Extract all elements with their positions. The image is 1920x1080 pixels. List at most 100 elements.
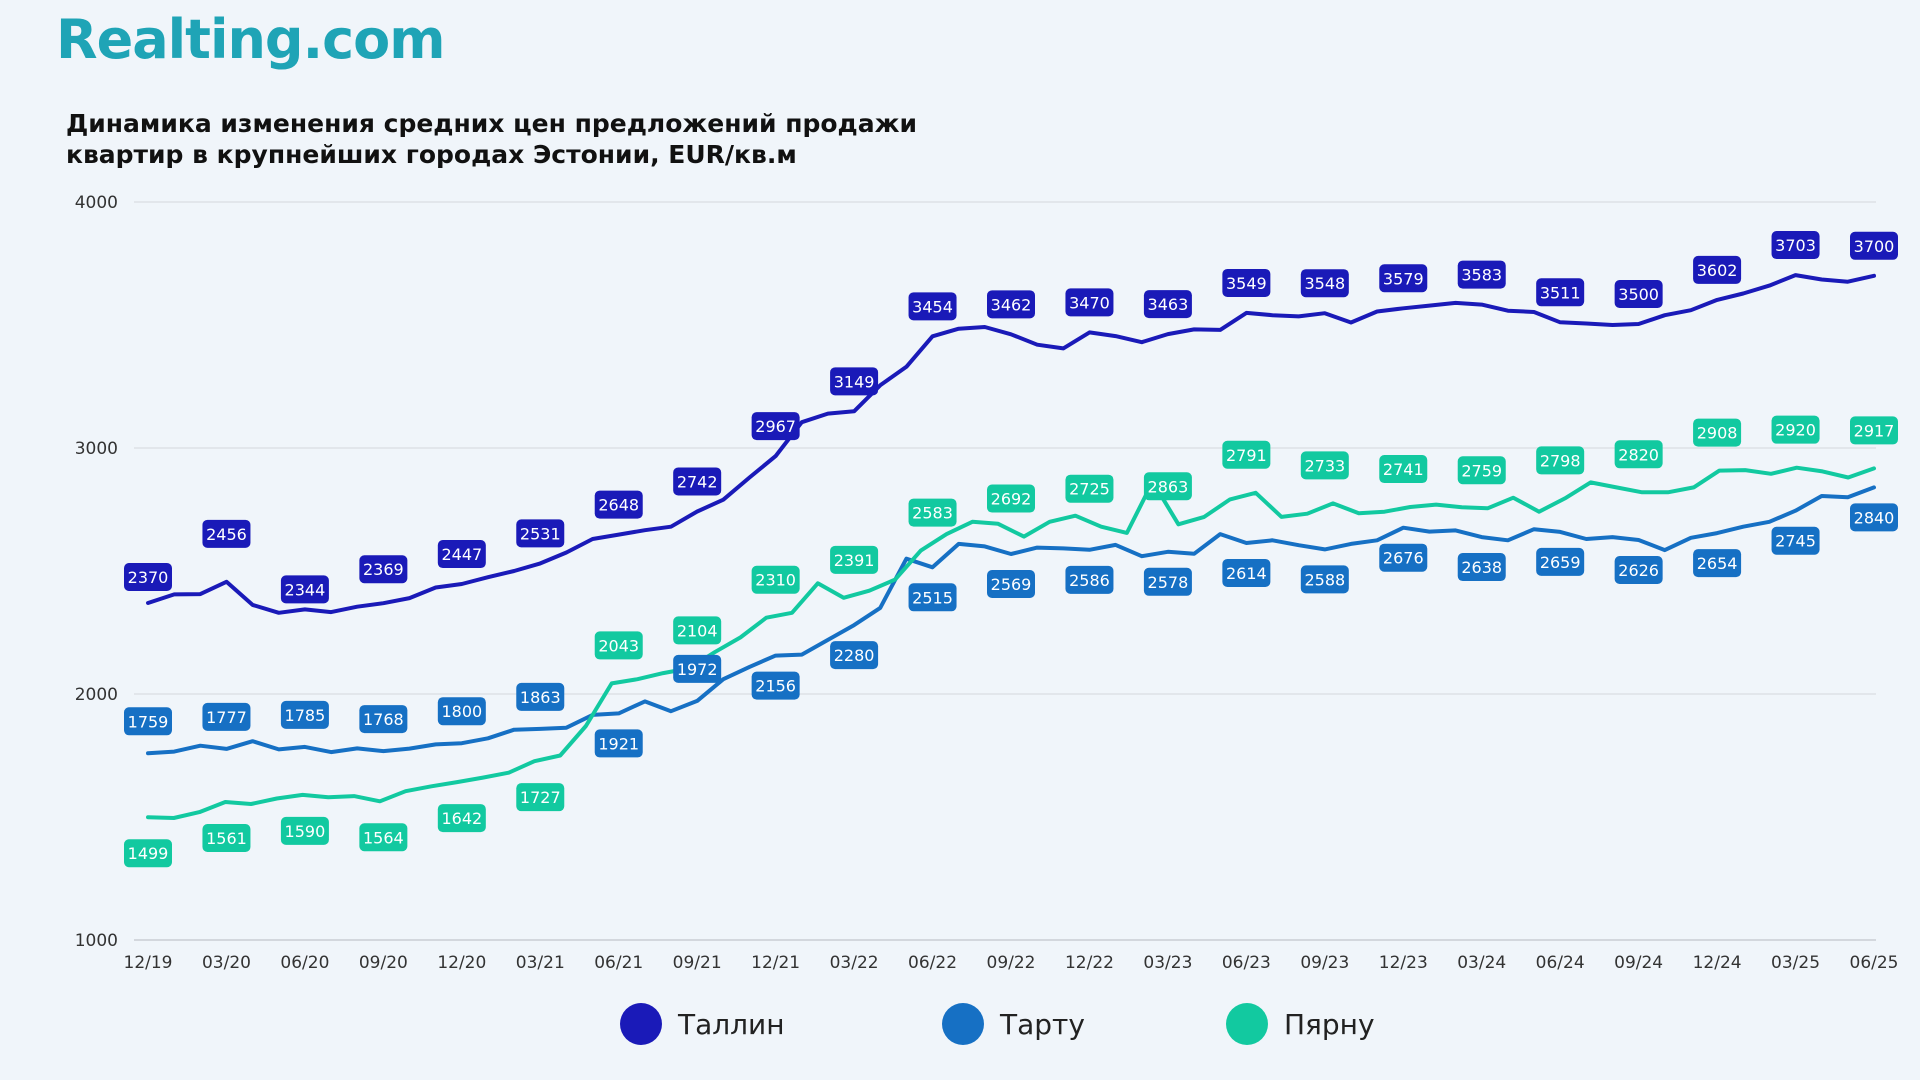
data-label: 1564 [363, 828, 404, 847]
data-label: 1800 [441, 702, 482, 721]
x-tick-label: 06/21 [594, 953, 643, 973]
data-label-bg [751, 565, 800, 594]
data-label: 2588 [1304, 570, 1345, 589]
data-label: 3548 [1304, 274, 1345, 293]
data-label: 3579 [1383, 269, 1424, 288]
data-label: 2586 [1069, 571, 1110, 590]
data-label: 2692 [991, 490, 1032, 509]
legend-item-parnu: Пярну [1226, 996, 1375, 1052]
data-label: 2515 [912, 588, 953, 607]
x-tick-label: 06/23 [1222, 953, 1271, 973]
data-label: 3149 [834, 372, 875, 391]
series-line [146, 485, 1876, 756]
data-label: 2648 [598, 496, 639, 515]
data-label-bg [1143, 567, 1192, 596]
data-label: 2654 [1697, 554, 1738, 573]
data-label: 2920 [1775, 421, 1816, 440]
data-label-bg [1850, 231, 1898, 260]
data-label: 2742 [677, 472, 718, 491]
data-label: 2344 [285, 580, 326, 599]
data-label-bg [594, 729, 643, 758]
x-tick-label: 12/23 [1379, 953, 1428, 973]
data-label: 2614 [1226, 564, 1267, 583]
legend-swatch-parnu [1226, 1003, 1268, 1045]
data-label: 2917 [1854, 421, 1895, 440]
data-label: 2104 [677, 621, 718, 640]
data-label-bg [1065, 565, 1114, 594]
data-label-bg [437, 804, 486, 833]
brand-logo: Realting.com [56, 8, 445, 71]
data-label: 1972 [677, 660, 718, 679]
data-label: 2310 [755, 571, 796, 590]
data-label: 2967 [755, 417, 796, 436]
data-label-bg [437, 697, 486, 726]
data-label-bg [124, 707, 172, 736]
data-label-bg [1379, 543, 1428, 572]
data-label-bg [751, 671, 800, 700]
data-label: 3500 [1618, 285, 1659, 304]
data-label-bg [1457, 553, 1506, 582]
series-line [146, 273, 1876, 615]
data-label-bg [830, 545, 879, 574]
data-label: 1785 [285, 706, 326, 725]
data-label-bg [202, 823, 251, 852]
data-label: 1759 [128, 712, 169, 731]
data-label: 3549 [1226, 274, 1267, 293]
data-label-bg [1222, 440, 1271, 469]
data-label-bg [516, 519, 565, 548]
data-label: 2391 [834, 551, 875, 570]
data-label-bg [751, 412, 800, 441]
chart-title-line-2: квартир в крупнейших городах Эстонии, EU… [66, 140, 797, 169]
data-label-bg [987, 570, 1035, 599]
data-label-bg [1222, 268, 1271, 297]
chart-title: Динамика изменения средних цен предложен… [66, 108, 946, 170]
data-label-bg [1457, 260, 1506, 289]
data-label: 1921 [598, 734, 639, 753]
legend-swatch-tartu [942, 1003, 984, 1045]
data-label-bg [1536, 547, 1585, 576]
x-tick-label: 06/25 [1850, 953, 1899, 973]
data-label: 2840 [1854, 508, 1895, 527]
data-label: 2043 [598, 636, 639, 655]
data-label-bg [1143, 472, 1192, 501]
x-tick-label: 03/23 [1143, 953, 1192, 973]
data-label: 3700 [1854, 237, 1895, 256]
data-label-bg [1693, 549, 1742, 578]
x-tick-label: 09/24 [1614, 953, 1663, 973]
data-label-bg [516, 682, 565, 711]
data-label-bg [830, 641, 879, 670]
data-label-bg [202, 519, 251, 548]
x-tick-label: 12/19 [124, 953, 173, 973]
x-tick-label: 12/21 [751, 953, 800, 973]
data-label-bg [1065, 288, 1114, 317]
x-tick-label: 09/22 [987, 953, 1036, 973]
data-label-bg [1850, 416, 1898, 445]
data-label-bg [987, 484, 1035, 513]
data-label: 2156 [755, 677, 796, 696]
data-label-bg [1143, 290, 1192, 319]
data-label-bg [987, 290, 1035, 319]
data-label-bg [1457, 456, 1506, 485]
data-label-bg [1536, 446, 1585, 475]
data-label: 2456 [206, 525, 247, 544]
data-label: 1499 [128, 844, 169, 863]
data-label: 3454 [912, 297, 953, 316]
data-label-bg [1614, 440, 1663, 469]
chart-legend: Таллин Тарту Пярну [0, 996, 1920, 1056]
data-label: 1768 [363, 710, 404, 729]
data-label: 2745 [1775, 532, 1816, 551]
data-label: 3703 [1775, 236, 1816, 255]
data-label: 3463 [1148, 295, 1189, 314]
x-tick-label: 09/23 [1300, 953, 1349, 973]
data-label: 1863 [520, 688, 561, 707]
data-label-bg [1536, 278, 1585, 307]
x-tick-label: 09/20 [359, 953, 408, 973]
data-label: 1727 [520, 788, 561, 807]
data-label: 2676 [1383, 549, 1424, 568]
data-label: 2280 [834, 646, 875, 665]
data-label: 2626 [1618, 561, 1659, 580]
x-tick-label: 12/24 [1693, 953, 1742, 973]
data-label-bg [1850, 503, 1898, 532]
data-label-bg [673, 654, 722, 683]
